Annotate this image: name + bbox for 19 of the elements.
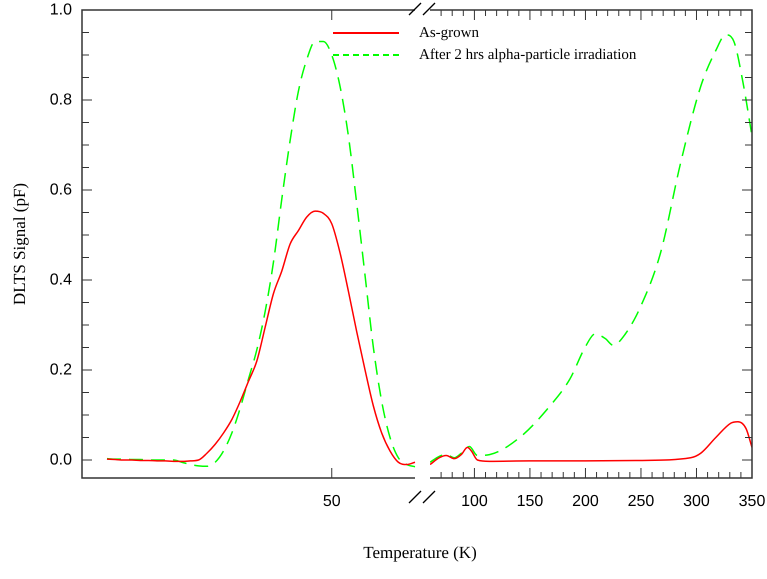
x-tick-label: 100 [461,493,488,510]
y-tick-label: 0.4 [50,271,72,288]
x-tick-label: 350 [738,493,766,510]
y-tick-label: 0.6 [50,181,72,198]
line-series [106,40,416,468]
legend-label: After 2 hrs alpha-particle irradiation [419,46,636,64]
legend-label: As-grown [419,24,479,42]
x-tick-label: 150 [516,493,544,510]
y-tick-label: 0.8 [50,91,72,108]
y-tick-label: 0.0 [50,451,72,468]
y-tick-label: 1.0 [50,1,72,18]
y-axis-title: DLTS Signal (pF) [10,182,30,306]
x-tick-label: 200 [572,493,599,510]
line-series [106,210,416,466]
x-tick-label: 300 [683,493,710,510]
x-tick-label: 50 [322,493,341,510]
y-tick-label: 0.2 [50,361,72,378]
x-axis-title: Temperature (K) [363,543,477,563]
x-tick-label: 250 [628,493,654,510]
